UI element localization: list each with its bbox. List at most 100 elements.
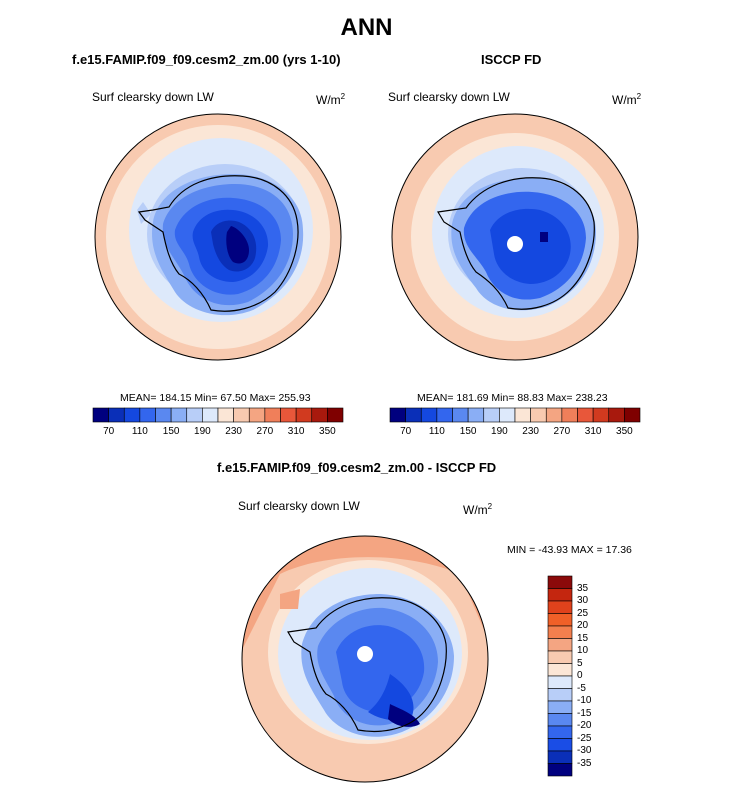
colorbar-swatch: [123, 407, 141, 423]
colorbar-swatch: [108, 407, 125, 423]
colorbar-swatch: [280, 407, 297, 423]
colorbar-tick-label: 20: [577, 620, 589, 631]
colorbar-tick-label: 70: [103, 426, 115, 437]
colorbar-tick-label: 270: [553, 426, 571, 437]
colorbar-tick-label: 15: [577, 632, 589, 644]
diff-map: [241, 535, 489, 783]
colorbar-swatch: [547, 713, 573, 727]
colorbar-swatch: [264, 407, 281, 423]
colorbar-swatch: [547, 750, 573, 764]
colorbar-tick-label: 25: [577, 607, 589, 619]
colorbar-tick-label: 150: [162, 426, 180, 437]
colorbar-swatch: [405, 407, 422, 423]
colorbar-swatch: [547, 663, 573, 677]
colorbar-swatch: [217, 407, 234, 423]
panel-2-map: [391, 113, 639, 361]
colorbar-swatch: [547, 725, 573, 739]
panel-2-units: W/m2: [612, 92, 642, 107]
colorbar-swatch: [170, 407, 188, 423]
colorbar-tick-label: 70: [400, 426, 412, 437]
colorbar-swatch: [547, 675, 573, 689]
colorbar-swatch: [155, 407, 172, 423]
colorbar-swatch: [547, 588, 573, 602]
colorbar-swatch: [202, 407, 219, 423]
colorbar-tick-label: 230: [522, 426, 539, 437]
diff-colorbar: [547, 575, 573, 777]
colorbar-swatch: [608, 407, 625, 423]
colorbar-tick-label: 350: [319, 426, 336, 437]
colorbar-tick-label: -5: [577, 682, 586, 694]
colorbar-tick-label: 30: [577, 595, 589, 606]
colorbar-tick-label: 190: [194, 426, 211, 437]
panel-2-stats: MEAN= 181.69 Min= 88.83 Max= 238.23: [417, 392, 608, 404]
panel-1-stats: MEAN= 184.15 Min= 67.50 Max= 255.93: [120, 392, 311, 404]
colorbar-swatch: [547, 575, 573, 589]
panel-2-colorbar: [389, 407, 641, 423]
colorbar-swatch: [592, 407, 610, 423]
colorbar-swatch: [577, 407, 594, 423]
colorbar-tick-label: 270: [256, 426, 274, 437]
colorbar-swatch: [547, 650, 573, 664]
colorbar-swatch: [547, 688, 573, 702]
colorbar-swatch: [436, 407, 453, 423]
colorbar-tick-label: -20: [577, 720, 592, 731]
colorbar-swatch: [233, 407, 250, 423]
colorbar-swatch: [547, 638, 573, 652]
colorbar-swatch: [467, 407, 485, 423]
colorbar-tick-label: 190: [491, 426, 508, 437]
colorbar-tick-label: -15: [577, 707, 592, 719]
colorbar-swatch: [561, 407, 578, 423]
colorbar-swatch: [327, 407, 344, 423]
colorbar-tick-label: -30: [577, 745, 592, 756]
colorbar-swatch: [420, 407, 438, 423]
colorbar-tick-label: 230: [225, 426, 242, 437]
colorbar-swatch: [483, 407, 500, 423]
colorbar-swatch: [311, 407, 328, 423]
panel-2-variable: Surf clearsky down LW: [388, 90, 510, 104]
colorbar-swatch: [547, 700, 573, 714]
colorbar-tick-label: 310: [584, 426, 602, 437]
panel-1-map: [94, 113, 342, 361]
panel-1-variable: Surf clearsky down LW: [92, 90, 214, 104]
colorbar-swatch: [295, 407, 313, 423]
diff-title: f.e15.FAMIP.f09_f09.cesm2_zm.00 - ISCCP …: [217, 460, 497, 475]
colorbar-tick-label: 110: [428, 426, 445, 437]
colorbar-swatch: [92, 407, 109, 423]
colorbar-tick-label: 150: [459, 426, 477, 437]
colorbar-tick-label: 350: [616, 426, 633, 437]
colorbar-swatch: [248, 407, 266, 423]
colorbar-tick-label: -35: [577, 757, 592, 769]
colorbar-tick-label: 35: [577, 582, 589, 594]
main-title: ANN: [340, 14, 393, 41]
colorbar-swatch: [547, 613, 573, 627]
colorbar-tick-label: 310: [287, 426, 305, 437]
panel-1-units: W/m2: [316, 92, 346, 107]
panel-2-title: ISCCP FD: [481, 52, 542, 67]
panel-1-colorbar: [92, 407, 344, 423]
pole-hole: [507, 236, 523, 252]
colorbar-tick-label: -10: [577, 695, 592, 706]
colorbar-swatch: [545, 407, 563, 423]
colorbar-swatch: [452, 407, 469, 423]
colorbar-tick-label: -25: [577, 732, 592, 744]
colorbar-swatch: [139, 407, 156, 423]
colorbar-swatch: [547, 600, 573, 614]
colorbar-swatch: [547, 625, 573, 639]
colorbar-swatch: [186, 407, 203, 423]
colorbar-swatch: [499, 407, 516, 423]
colorbar-swatch: [530, 407, 547, 423]
panel-1-title: f.e15.FAMIP.f09_f09.cesm2_zm.00 (yrs 1-1…: [72, 52, 341, 67]
colorbar-swatch: [547, 763, 573, 777]
colorbar-swatch: [514, 407, 531, 423]
colorbar-swatch: [624, 407, 641, 423]
diff-units: W/m2: [463, 502, 493, 517]
diff-stats: MIN = -43.93 MAX = 17.36: [507, 544, 632, 556]
colorbar-tick-label: 0: [577, 670, 583, 681]
diff-variable: Surf clearsky down LW: [238, 499, 360, 513]
colorbar-swatch: [389, 407, 406, 423]
colorbar-tick-label: 110: [131, 426, 148, 437]
diff-pole-hole: [357, 646, 373, 662]
colorbar-swatch: [547, 738, 573, 752]
colorbar-tick-label: 5: [577, 657, 583, 669]
colorbar-tick-label: 10: [577, 645, 589, 656]
